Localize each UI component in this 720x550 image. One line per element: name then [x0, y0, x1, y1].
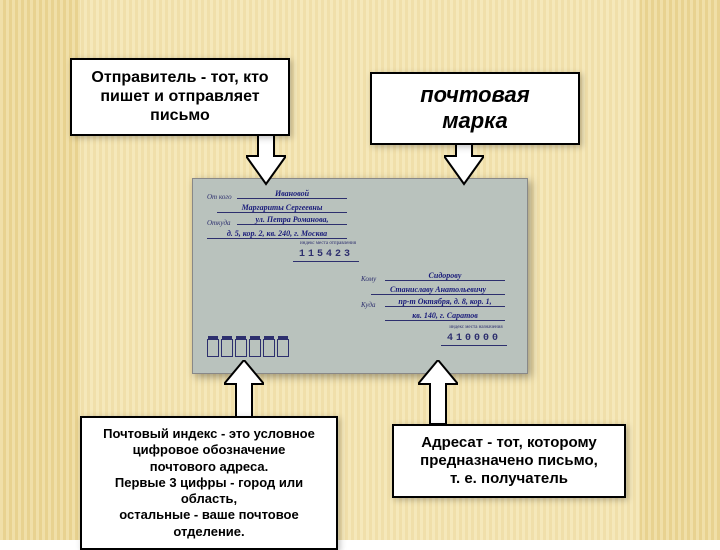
callout-recipient-l3: т. е. получатель: [408, 470, 610, 488]
callout-sender-line2: пишет и отправляет письмо: [86, 87, 274, 125]
callout-sender: Отправитель - тот, кто пишет и отправляе…: [70, 58, 290, 136]
callout-postcode-l6: отделение.: [96, 524, 322, 540]
index-box: [207, 339, 219, 357]
env-from-addr1: ул. Петра Романова,: [237, 215, 347, 225]
env-to-index: 410000: [447, 333, 501, 344]
env-from-name: Ивановой: [237, 189, 347, 199]
callout-postcode-l4: Первые 3 цифры - город или область,: [96, 475, 322, 508]
env-to-label: Кому: [361, 275, 376, 283]
arrow-recipient: [418, 360, 458, 426]
envelope: От кого Ивановой Маргариты Сергеевны Отк…: [192, 178, 528, 374]
env-from-label: От кого: [207, 193, 232, 201]
env-to-addr2: кв. 140, г. Саратов: [385, 311, 505, 321]
env-to-name2: Станиславу Анатольевичу: [371, 285, 505, 295]
callout-recipient-l2: предназначено письмо,: [408, 452, 610, 470]
index-box: [221, 339, 233, 357]
env-to-name: Сидорову: [385, 271, 505, 281]
index-box: [277, 339, 289, 357]
env-to-index-label: индекс места назначения: [441, 325, 511, 330]
callout-stamp: почтовая марка: [370, 72, 580, 145]
env-from-addr2: д. 5, кор. 2, кв. 240, г. Москва: [207, 229, 347, 239]
callout-postcode-l1: Почтовый индекс - это условное: [96, 426, 322, 442]
env-from-name2: Маргариты Сергеевны: [217, 203, 347, 213]
arrow-postcode: [224, 360, 264, 420]
index-box: [235, 339, 247, 357]
env-from-index-label: индекс места отправления: [293, 241, 363, 246]
callout-stamp-text: почтовая марка: [420, 82, 530, 133]
index-box: [263, 339, 275, 357]
index-box: [249, 339, 261, 357]
env-from-index: 115423: [299, 249, 353, 260]
callout-postcode-l5: остальные - ваше почтовое: [96, 507, 322, 523]
callout-postcode: Почтовый индекс - это условное цифровое …: [80, 416, 338, 550]
callout-recipient: Адресат - тот, которому предназначено пи…: [392, 424, 626, 498]
callout-sender-line1: Отправитель - тот, кто: [86, 68, 274, 87]
env-where-label: Откуда: [207, 219, 231, 227]
env-to-addr1: пр-т Октября, д. 8, кор. 1,: [385, 297, 505, 307]
callout-postcode-l3: почтового адреса.: [96, 459, 322, 475]
env-to-where-label: Куда: [361, 301, 375, 309]
env-index-boxes: [207, 339, 289, 357]
callout-postcode-l2: цифровое обозначение: [96, 442, 322, 458]
callout-recipient-l1: Адресат - тот, которому: [408, 434, 610, 452]
